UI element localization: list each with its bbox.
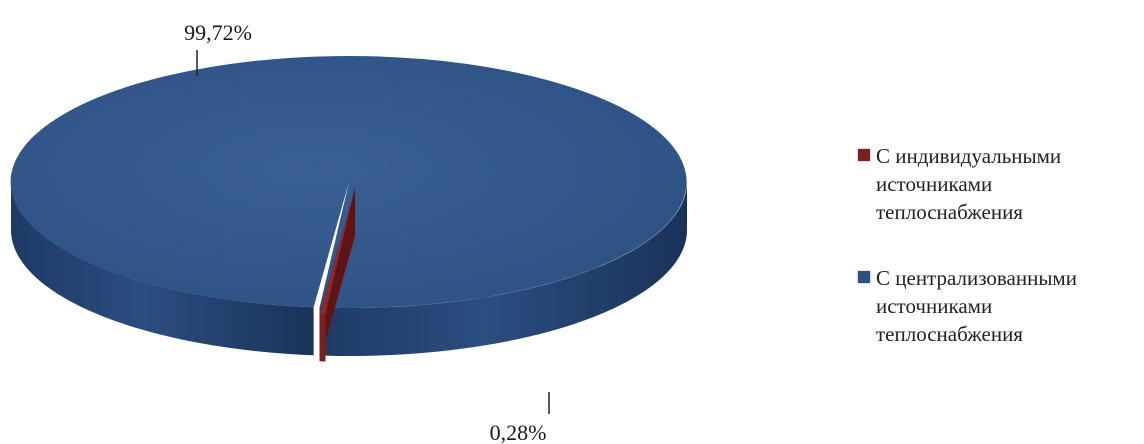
legend-label-central: С централизованными источниками теплосна… <box>876 266 1077 346</box>
chart-legend: С индивидуальными источниками теплоснабж… <box>858 142 1138 386</box>
data-label-individual: 0,28% <box>490 420 547 444</box>
legend-item-central: С централизованными источниками теплосна… <box>858 264 1138 348</box>
data-label-central: 99,72% <box>184 20 252 45</box>
legend-swatch-individual <box>858 149 870 161</box>
legend-item-individual: С индивидуальными источниками теплоснабж… <box>858 142 1138 226</box>
slice-top-central <box>10 55 687 308</box>
legend-swatch-central <box>858 271 870 283</box>
slice-side-central <box>319 182 687 356</box>
slice-side-individual <box>319 313 326 362</box>
slice-side-central <box>11 182 314 356</box>
slice-face-individual <box>319 188 355 362</box>
slice-top-individual <box>319 188 355 314</box>
legend-label-individual: С индивидуальными источниками теплоснабж… <box>876 144 1062 224</box>
